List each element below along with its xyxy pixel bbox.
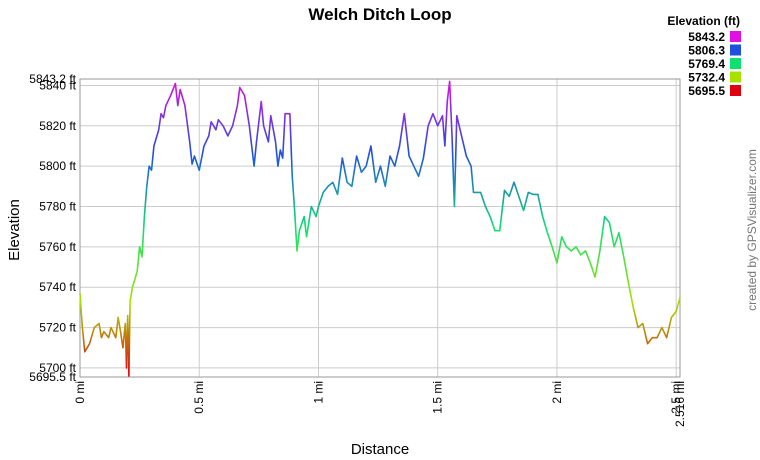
x-tick-label: 2 mi bbox=[550, 381, 564, 404]
y-tick-label: 5695.5 ft bbox=[29, 370, 76, 384]
y-tick-label: 5720 ft bbox=[39, 321, 76, 335]
x-tick-label: 2.5 mi bbox=[669, 381, 683, 414]
legend-swatch bbox=[730, 44, 741, 56]
x-axis-label: Distance bbox=[351, 441, 409, 458]
x-tick-label: 1 mi bbox=[311, 381, 325, 404]
y-tick-label: 5843.2 ft bbox=[29, 72, 76, 86]
y-tick-label: 5740 ft bbox=[39, 280, 76, 294]
x-tick-label: 2.516 mi bbox=[673, 381, 687, 427]
legend-label: 5695.5 bbox=[688, 84, 725, 98]
x-tick-label: 0.5 mi bbox=[192, 381, 206, 414]
y-tick-label: 5800 ft bbox=[39, 159, 76, 173]
x-tick-label: 0 mi bbox=[73, 381, 87, 404]
y-tick-label: 5700 ft bbox=[39, 361, 76, 375]
y-tick-label: 5840 ft bbox=[39, 78, 76, 92]
legend-label: 5806.3 bbox=[688, 44, 725, 58]
legend-swatch bbox=[730, 71, 741, 83]
credit: created by GPSVisualizer.com bbox=[745, 149, 759, 311]
y-axis-label: Elevation bbox=[6, 199, 23, 261]
legend-swatch bbox=[730, 31, 741, 42]
legend-swatch bbox=[730, 58, 741, 69]
x-tick-label: 1.5 mi bbox=[431, 381, 445, 414]
y-tick-label: 5760 ft bbox=[39, 240, 76, 254]
elevation-line bbox=[79, 80, 681, 377]
legend-label: 5843.2 bbox=[688, 30, 725, 44]
y-tick-label: 5780 ft bbox=[39, 200, 76, 214]
plot-frame bbox=[79, 78, 681, 378]
y-tick-label: 5820 ft bbox=[39, 119, 76, 133]
chart-title: Welch Ditch Loop bbox=[308, 5, 451, 24]
legend-label: 5732.4 bbox=[688, 71, 725, 85]
legend-title: Elevation (ft) bbox=[667, 14, 740, 28]
legend-label: 5769.4 bbox=[688, 57, 725, 71]
legend-swatch bbox=[730, 85, 741, 96]
